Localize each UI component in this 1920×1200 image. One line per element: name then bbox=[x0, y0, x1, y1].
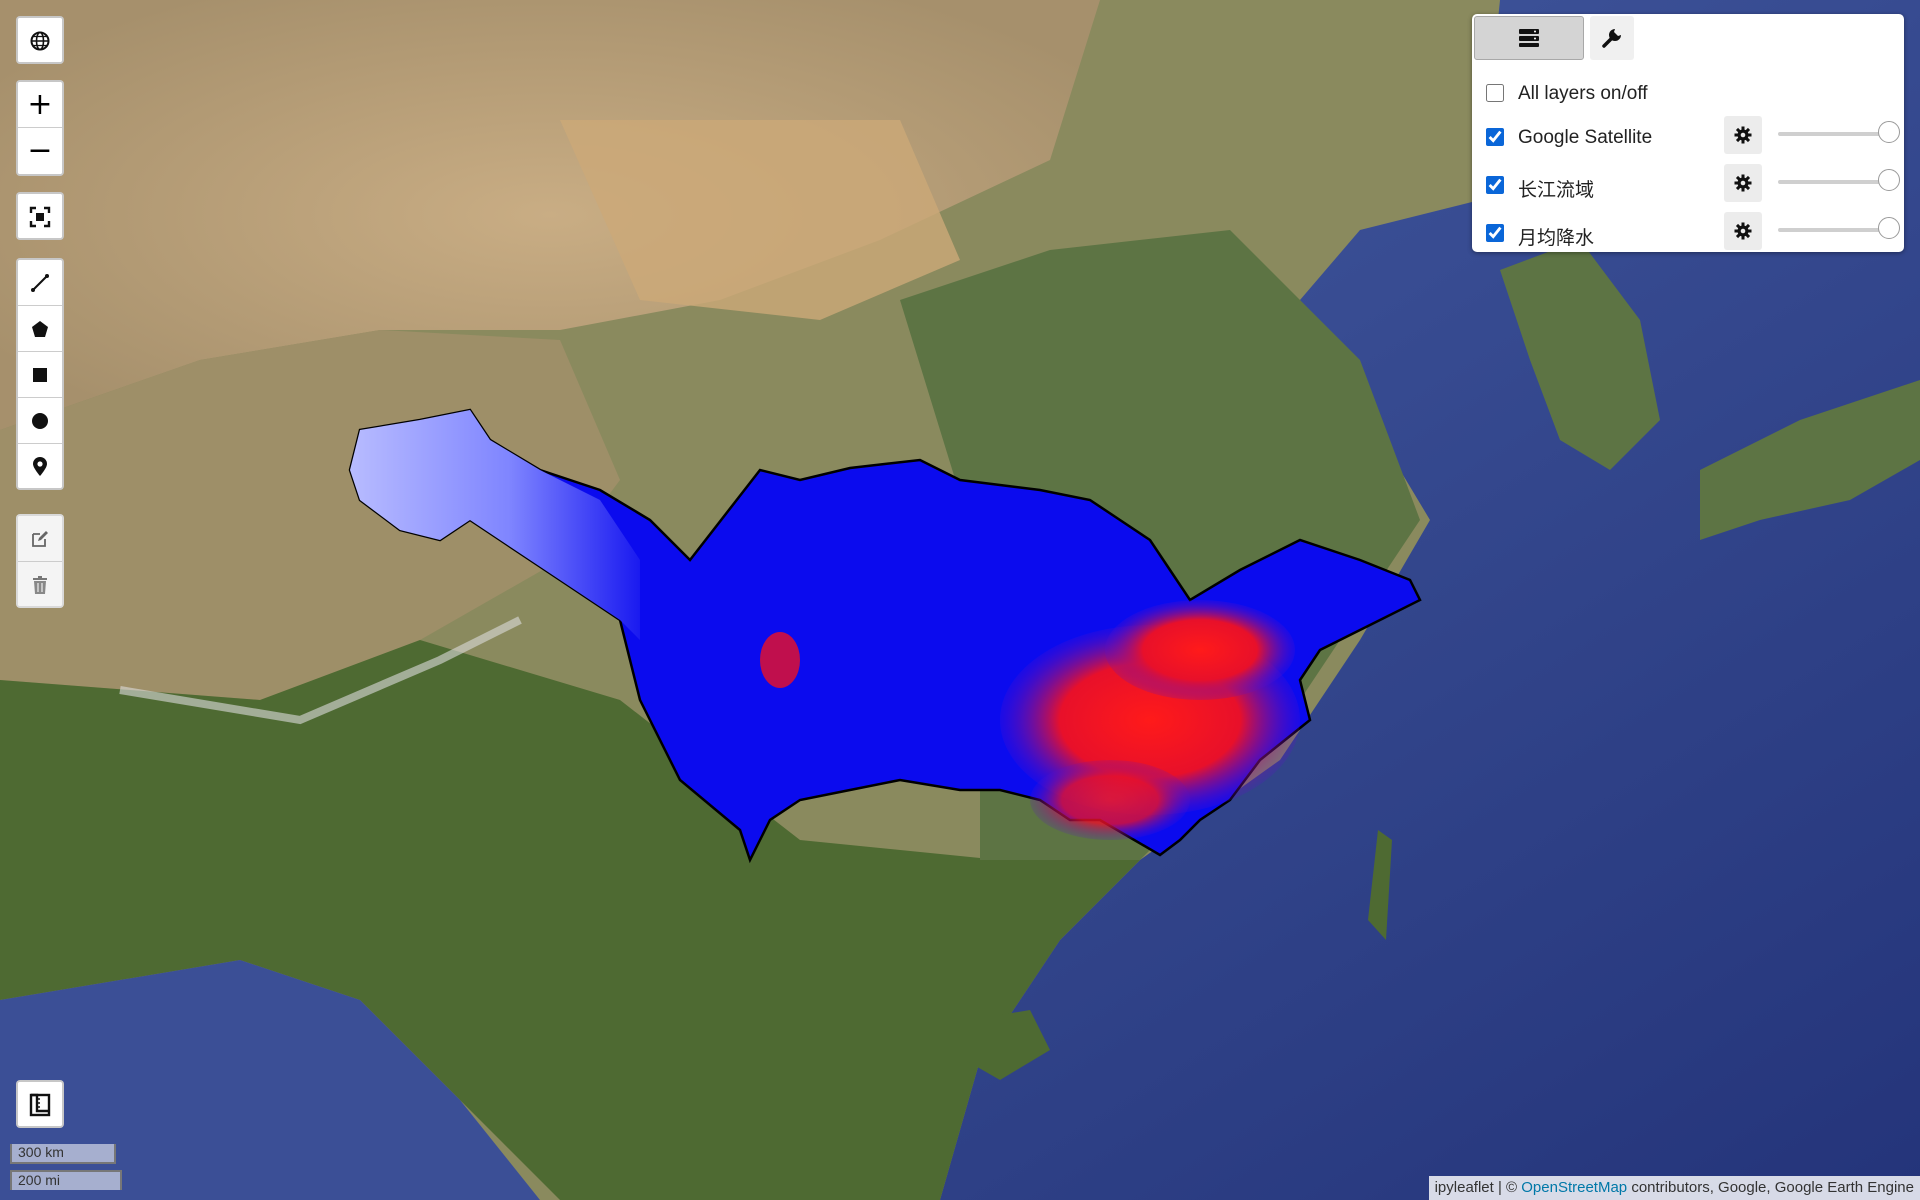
polyline-icon bbox=[31, 273, 49, 292]
all-layers-row: All layers on/off bbox=[1472, 76, 1904, 116]
layer-row-monthly-precipitation: 月均降水 bbox=[1472, 212, 1904, 256]
draw-toolbar[interactable] bbox=[16, 258, 64, 490]
measure-button[interactable] bbox=[18, 1082, 62, 1126]
fullscreen-control[interactable] bbox=[16, 192, 64, 240]
attribution-prefix: ipyleaflet | © bbox=[1434, 1179, 1522, 1196]
opacity-slider-google-satellite[interactable] bbox=[1778, 121, 1900, 143]
wrench-icon bbox=[1602, 29, 1621, 48]
yangtze-basin-layer bbox=[348, 408, 1422, 864]
layer-settings-button-yangtze-basin[interactable] bbox=[1724, 164, 1762, 202]
layer-settings-button-google-satellite[interactable] bbox=[1724, 116, 1762, 154]
map-attribution: ipyleaflet | © OpenStreetMap contributor… bbox=[1428, 1176, 1920, 1200]
layer-row-yangtze-basin: 长江流域 bbox=[1472, 164, 1904, 208]
tools-tab-button[interactable] bbox=[1590, 16, 1634, 60]
layers-tab-button[interactable] bbox=[1474, 16, 1584, 60]
opacity-slider-thumb[interactable] bbox=[1878, 121, 1900, 143]
gear-icon bbox=[1734, 222, 1752, 240]
opacity-slider-monthly-precipitation[interactable] bbox=[1778, 217, 1900, 239]
marker-icon bbox=[33, 457, 47, 476]
rectangle-icon bbox=[33, 367, 47, 382]
edit-toolbar[interactable] bbox=[16, 514, 64, 608]
all-layers-checkbox[interactable] bbox=[1486, 84, 1504, 102]
globe-icon bbox=[30, 31, 50, 51]
globe-button[interactable] bbox=[18, 18, 62, 62]
layer-checkbox-google-satellite[interactable] bbox=[1486, 128, 1504, 146]
measure-control[interactable] bbox=[16, 1080, 64, 1128]
layer-row-google-satellite: Google Satellite bbox=[1472, 116, 1904, 160]
zoom-in-label: + bbox=[27, 86, 53, 122]
trash-icon bbox=[33, 576, 47, 594]
draw-circle-button[interactable] bbox=[18, 398, 62, 444]
opacity-slider-thumb[interactable] bbox=[1878, 217, 1900, 239]
layer-manager-panel: All layers on/off Google Satellite bbox=[1472, 14, 1904, 252]
draw-marker-button[interactable] bbox=[18, 444, 62, 488]
layer-checkbox-monthly-precipitation[interactable] bbox=[1486, 224, 1504, 242]
ruler-icon bbox=[29, 1093, 51, 1117]
draw-polyline-button[interactable] bbox=[18, 260, 62, 306]
delete-layers-button[interactable] bbox=[18, 562, 62, 606]
layer-checkbox-yangtze-basin[interactable] bbox=[1486, 176, 1504, 194]
layer-label-google-satellite: Google Satellite bbox=[1518, 127, 1653, 148]
zoom-out-button[interactable]: − bbox=[18, 128, 62, 174]
layers-icon bbox=[1519, 29, 1539, 47]
opacity-slider-yangtze-basin[interactable] bbox=[1778, 169, 1900, 191]
scale-bar-metric: 300 km bbox=[10, 1144, 116, 1164]
circle-icon bbox=[32, 412, 48, 429]
layer-label-monthly-precipitation: 月均降水 bbox=[1518, 228, 1595, 249]
all-layers-label: All layers on/off bbox=[1518, 83, 1648, 104]
basemap-control[interactable] bbox=[16, 16, 64, 64]
polygon-icon bbox=[32, 320, 48, 337]
scale-bar-imperial: 200 mi bbox=[10, 1170, 122, 1190]
layer-settings-button-monthly-precipitation[interactable] bbox=[1724, 212, 1762, 250]
zoom-out-label: − bbox=[27, 133, 53, 168]
fullscreen-icon bbox=[29, 206, 51, 228]
opacity-slider-thumb[interactable] bbox=[1878, 169, 1900, 191]
fullscreen-button[interactable] bbox=[18, 194, 62, 238]
draw-rectangle-button[interactable] bbox=[18, 352, 62, 398]
edit-layers-button[interactable] bbox=[18, 516, 62, 562]
layer-label-yangtze-basin: 长江流域 bbox=[1518, 180, 1595, 201]
gear-icon bbox=[1734, 174, 1752, 192]
openstreetmap-link[interactable]: OpenStreetMap bbox=[1521, 1179, 1628, 1196]
zoom-control[interactable]: + − bbox=[16, 80, 64, 176]
attribution-suffix: contributors, Google, Google Earth Engin… bbox=[1627, 1179, 1914, 1196]
zoom-in-button[interactable]: + bbox=[18, 82, 62, 128]
draw-polygon-button[interactable] bbox=[18, 306, 62, 352]
gear-icon bbox=[1734, 126, 1752, 144]
edit-icon bbox=[32, 530, 48, 547]
